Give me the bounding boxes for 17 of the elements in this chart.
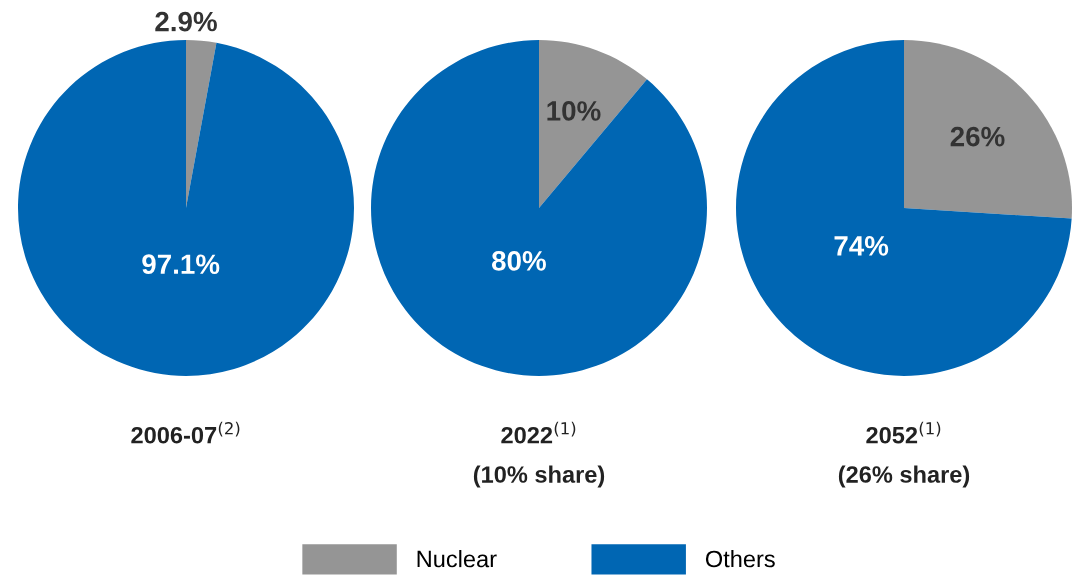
data-label: 97.1% — [142, 254, 220, 275]
data-label: 2.9% — [155, 11, 217, 32]
pie-slice — [186, 40, 217, 208]
text: 2022$^{(1)}$ (10% share) — [473, 421, 605, 488]
pie-slice — [539, 40, 647, 208]
text: 2052$^{(1)}$ (26% share) — [838, 421, 970, 488]
pie-slice — [371, 40, 707, 376]
text: 2006-07$^{(2)}$ — [131, 421, 240, 444]
data-label: 80% — [491, 251, 546, 271]
legend-label: Others — [705, 550, 775, 568]
pie-slice — [904, 40, 1072, 219]
data-label: 74% — [834, 236, 889, 256]
legend-label: Nuclear — [417, 550, 497, 568]
pie-slice — [736, 40, 1072, 376]
pie-slice — [18, 40, 354, 376]
data-label: 26% — [950, 126, 1005, 147]
data-label: 10% — [547, 101, 601, 121]
